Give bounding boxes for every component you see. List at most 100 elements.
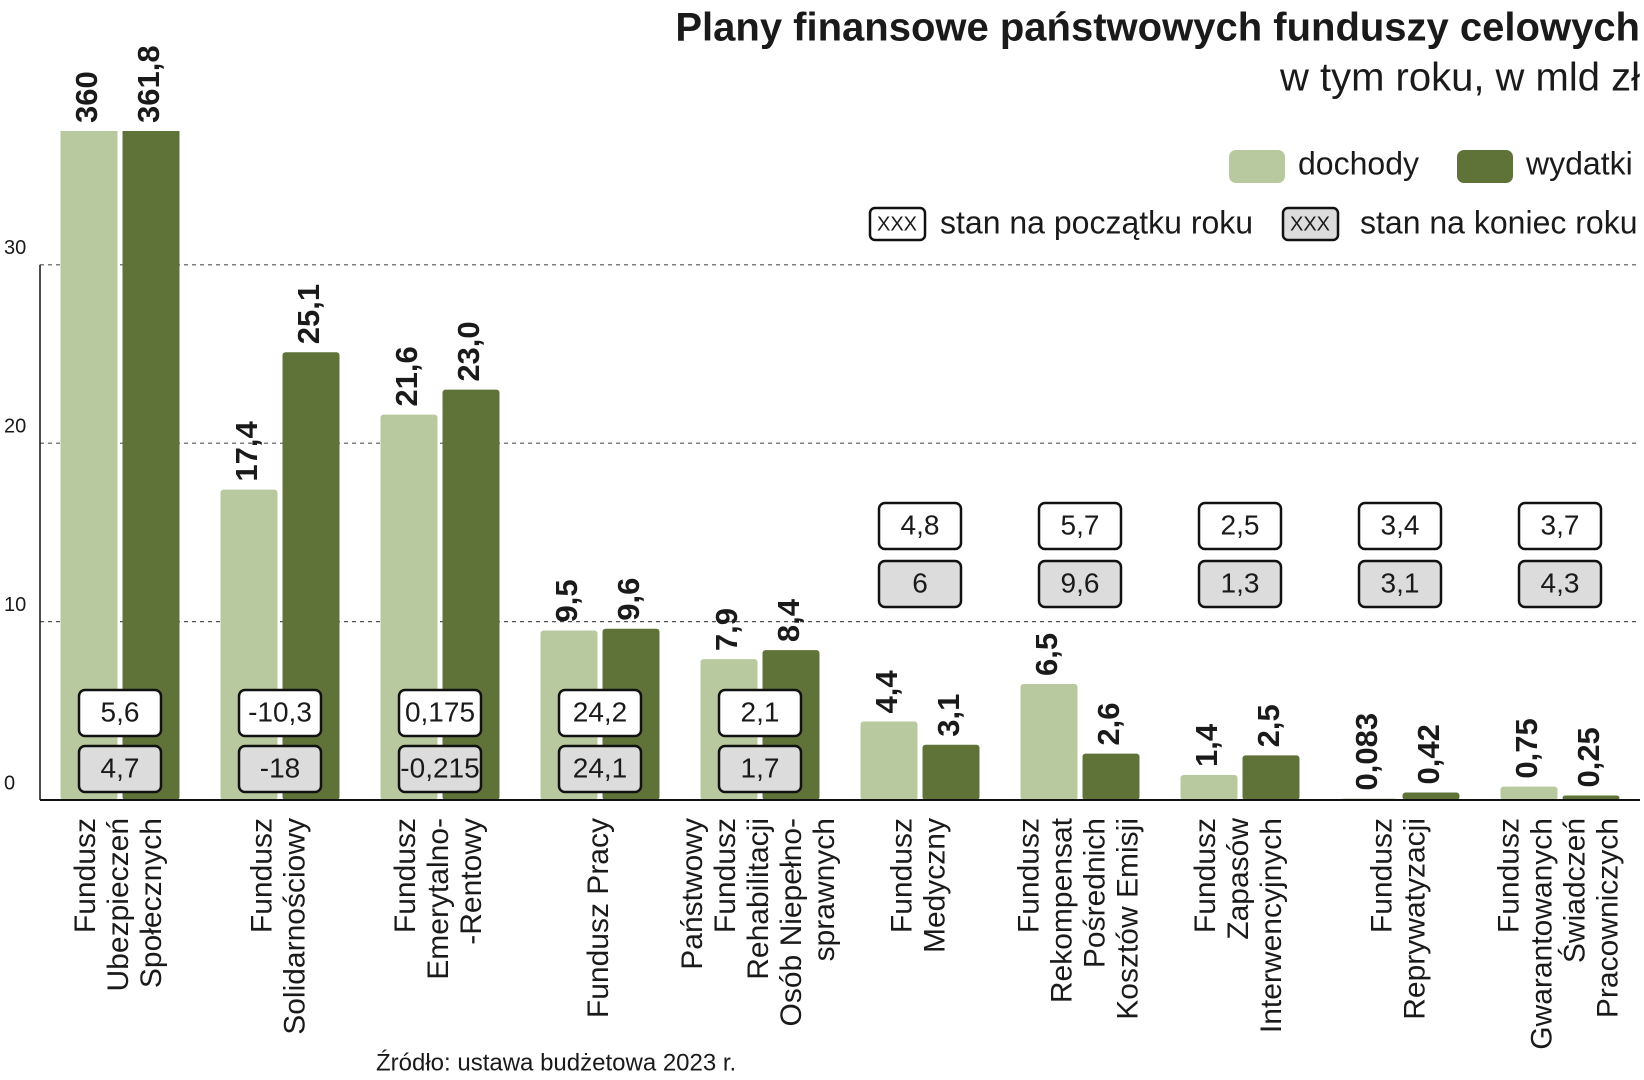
value-label: 8,4 — [771, 598, 806, 642]
value-label: 360 — [69, 71, 104, 123]
balance-label: 5,7 — [1061, 509, 1100, 540]
balance-label: -0,215 — [400, 752, 479, 783]
balance-label: 3,7 — [1541, 509, 1580, 540]
bar — [1020, 684, 1078, 800]
value-label: 23,0 — [451, 321, 486, 381]
balance-box — [397, 744, 483, 794]
value-label: 1,4 — [1189, 723, 1224, 767]
x-tick-label: FunduszZapasówInterwencyjnych — [1189, 818, 1288, 1033]
balance-box — [77, 744, 163, 794]
balance-label: -18 — [260, 752, 300, 783]
value-label: 9,5 — [549, 579, 584, 622]
balance-box — [557, 744, 643, 794]
chart-title: Plany finansowe państwowych funduszy cel… — [675, 6, 1640, 50]
value-label: 17,4 — [229, 420, 264, 481]
legend-label: wydatki — [1525, 145, 1633, 181]
x-tick-label: FunduszSolidarnościowy — [245, 818, 311, 1035]
balance-box — [1517, 501, 1603, 551]
balance-label: 6 — [912, 567, 928, 598]
x-tick-label: PaństwowyFunduszRehabilitacjiOsób Niepeł… — [676, 818, 841, 1026]
legend-box — [868, 206, 927, 242]
legend: dochody wydatki XXX stan na początku rok… — [868, 145, 1638, 242]
legend-label: dochody — [1298, 145, 1419, 181]
balance-box — [717, 688, 803, 738]
value-label: 0,25 — [1571, 727, 1606, 787]
y-tick-label: 20 — [4, 415, 26, 437]
plot-area — [60, 131, 1620, 800]
legend-swatch — [1229, 150, 1285, 183]
value-label: 4,4 — [869, 670, 904, 714]
balance-label: 9,6 — [1061, 567, 1100, 598]
balance-box — [1357, 559, 1443, 609]
balance-box — [1197, 501, 1283, 551]
balance-box — [1037, 501, 1123, 551]
value-label: 0,75 — [1509, 718, 1544, 778]
value-label: 361,8 — [131, 45, 166, 123]
balance-label: 3,4 — [1381, 509, 1420, 540]
value-label: 6,5 — [1029, 633, 1064, 676]
legend-swatch — [1457, 150, 1513, 183]
balance-label: 24,1 — [573, 752, 628, 783]
value-label: 7,9 — [709, 608, 744, 651]
balance-label: 0,175 — [405, 696, 475, 727]
balance-box — [1037, 559, 1123, 609]
balance-label: 24,2 — [573, 696, 628, 727]
balance-box — [77, 688, 163, 738]
bar — [1500, 786, 1558, 800]
balance-box — [557, 688, 643, 738]
balance-box — [237, 744, 323, 794]
bar — [122, 131, 180, 800]
chart-subtitle: w tym roku, w mld zł — [1279, 56, 1640, 100]
balance-label: 4,3 — [1541, 567, 1580, 598]
y-tick-label: 10 — [4, 594, 26, 616]
legend-box-sample: XXX — [877, 213, 917, 235]
balance-label: 2,1 — [741, 696, 780, 727]
value-label: 2,5 — [1251, 704, 1286, 747]
bar — [1402, 792, 1460, 800]
balance-box — [1517, 559, 1603, 609]
legend-label: stan na koniec roku — [1360, 204, 1638, 240]
value-label: 0,42 — [1411, 724, 1446, 784]
x-tick-label: Fundusz Pracy — [582, 818, 615, 1018]
bar — [860, 721, 918, 800]
x-tick-label: FunduszReprywatyzacji — [1365, 818, 1431, 1020]
legend-box-sample: XXX — [1290, 213, 1330, 235]
balance-label: 2,5 — [1221, 509, 1260, 540]
bar — [1082, 753, 1140, 800]
bar — [1180, 775, 1238, 800]
x-tick-label: FunduszUbezpieczeńSpołecznych — [69, 818, 168, 991]
bar — [60, 131, 118, 800]
balance-box — [717, 744, 803, 794]
bar — [1242, 755, 1300, 800]
x-tick-label: FunduszGwarantowanychŚwiadczeńPracownicz… — [1492, 818, 1624, 1050]
bar — [922, 744, 980, 800]
y-tick-label: 30 — [4, 237, 26, 259]
value-label: 2,6 — [1091, 703, 1126, 746]
balance-label: -10,3 — [248, 696, 312, 727]
legend-label: stan na początku roku — [940, 204, 1253, 240]
balance-box — [237, 688, 323, 738]
x-tick-label: FunduszMedyczny — [885, 818, 951, 953]
balance-box — [877, 559, 963, 609]
balance-label: 4,8 — [901, 509, 940, 540]
source-note: Źródło: ustawa budżetowa 2023 r. — [376, 1049, 736, 1076]
balance-label: 1,3 — [1221, 567, 1260, 598]
bar — [1562, 795, 1620, 800]
y-tick-label: 0 — [4, 772, 15, 794]
balance-box — [397, 688, 483, 738]
balance-label: 4,7 — [101, 752, 140, 783]
x-tick-label: FunduszEmerytalno--Rentowy — [389, 818, 488, 980]
balance-box — [1357, 501, 1443, 551]
value-label: 25,1 — [291, 284, 326, 344]
x-tick-label: FunduszRekompensatPośrednichKosztów Emis… — [1012, 817, 1144, 1019]
value-label: 0,083 — [1349, 713, 1384, 791]
value-label: 21,6 — [389, 346, 424, 406]
balance-box — [1197, 559, 1283, 609]
legend-box — [1281, 206, 1340, 242]
balance-label: 5,6 — [101, 696, 140, 727]
balance-label: 3,1 — [1381, 567, 1420, 598]
value-label: 3,1 — [931, 694, 966, 737]
bar — [442, 389, 500, 800]
